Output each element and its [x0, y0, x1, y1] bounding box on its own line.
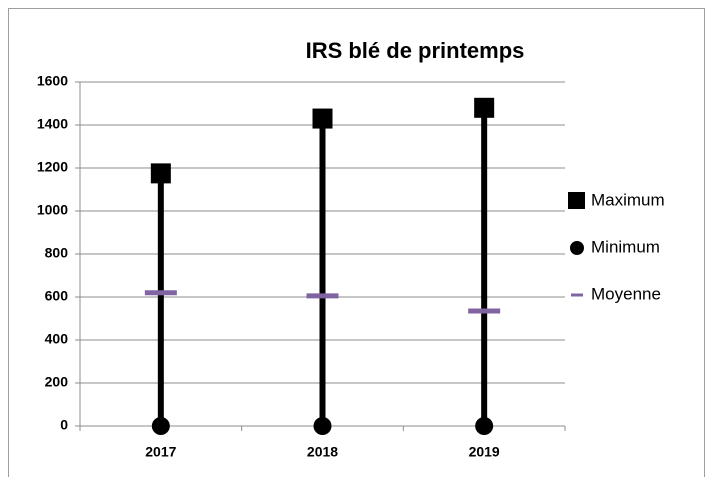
y-tick-label: 0: [60, 417, 68, 433]
legend-label: Moyenne: [591, 284, 661, 303]
x-tick-label: 2019: [469, 444, 500, 460]
x-tick-label: 2017: [145, 444, 176, 460]
max-marker: [474, 97, 495, 118]
legend-label: Minimum: [591, 237, 660, 256]
y-tick-label: 1600: [37, 73, 68, 89]
min-marker: [151, 417, 170, 435]
y-tick-label: 600: [45, 288, 69, 304]
y-tick-label: 800: [45, 245, 69, 261]
x-tick-label: 2018: [307, 444, 338, 460]
chart-frame: [8, 8, 705, 477]
legend-swatch: [568, 192, 585, 209]
y-tick-label: 1400: [37, 116, 68, 132]
max-marker: [312, 108, 333, 129]
min-marker: [475, 417, 494, 435]
legend-label: Maximum: [591, 190, 665, 209]
y-tick-label: 400: [45, 331, 69, 347]
y-tick-label: 1000: [37, 202, 68, 218]
min-marker: [313, 417, 332, 435]
y-tick-label: 200: [45, 374, 69, 390]
legend-swatch: [570, 241, 584, 255]
chart-title: IRS blé de printemps: [306, 38, 525, 63]
max-marker: [150, 163, 171, 184]
y-tick-label: 1200: [37, 159, 68, 175]
